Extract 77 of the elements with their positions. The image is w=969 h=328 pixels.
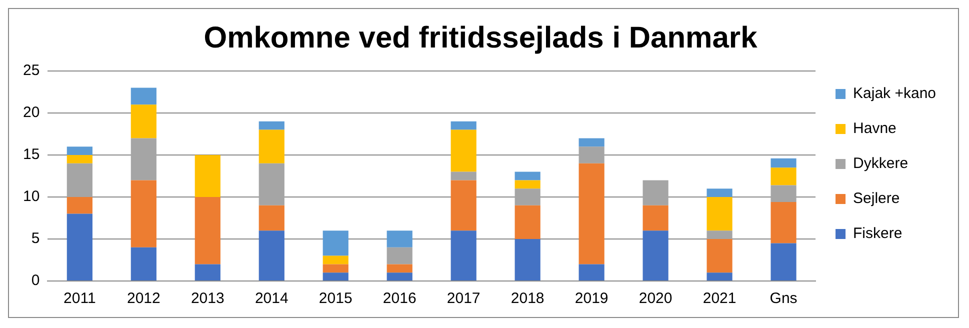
bar — [66, 155, 92, 164]
bar — [706, 230, 732, 239]
legend-label: Dykkere — [853, 155, 908, 172]
x-tick-label: 2014 — [254, 290, 288, 308]
bar — [258, 121, 284, 130]
x-tick-label: 2021 — [702, 290, 736, 308]
bar — [706, 272, 732, 280]
bar — [66, 214, 92, 280]
y-tick-label: 0 — [31, 272, 40, 290]
legend-label: Sejlere — [853, 190, 900, 208]
x-tick-label: 2018 — [510, 290, 544, 308]
chart-title: Omkomne ved fritidssejlads i Danmark — [204, 21, 758, 54]
bar — [66, 163, 92, 197]
bar — [514, 188, 540, 206]
bar — [386, 264, 412, 273]
x-tick-label: 2013 — [190, 290, 224, 308]
bar — [514, 180, 540, 189]
bar — [322, 256, 348, 264]
bar — [194, 155, 220, 197]
bar — [130, 88, 156, 105]
x-tick-label: 2020 — [638, 290, 672, 308]
y-tick-label: 10 — [22, 188, 40, 206]
bar — [258, 130, 284, 164]
bar — [322, 272, 348, 280]
bar — [450, 180, 476, 231]
bar — [514, 172, 540, 180]
x-tick-label: 2019 — [574, 290, 608, 308]
bar — [130, 104, 156, 138]
bar — [706, 197, 732, 231]
bar — [770, 168, 796, 186]
bar — [322, 230, 348, 256]
bar — [386, 272, 412, 280]
bar — [258, 205, 284, 231]
bar — [194, 264, 220, 280]
bar — [194, 197, 220, 264]
bar — [770, 185, 796, 202]
bar — [578, 264, 604, 280]
bar — [450, 130, 476, 172]
y-tick-label: 5 — [31, 230, 40, 248]
bar — [66, 146, 92, 155]
x-tick-label: Gns — [770, 290, 798, 308]
x-tick-label: 2017 — [446, 290, 480, 308]
bar — [258, 230, 284, 280]
x-tick-label: 2015 — [318, 290, 352, 308]
bar — [642, 230, 668, 280]
x-tick-label: 2012 — [126, 290, 160, 308]
bar — [130, 247, 156, 280]
bar — [386, 247, 412, 264]
legend-label: Kajak +kano — [853, 85, 936, 102]
x-tick-label: 2011 — [64, 290, 96, 308]
bar — [130, 180, 156, 248]
bar — [706, 239, 732, 273]
x-tick-label: 2016 — [382, 290, 416, 308]
bar — [386, 230, 412, 248]
bar — [322, 264, 348, 273]
y-tick-label: 25 — [22, 62, 40, 80]
bar — [450, 230, 476, 280]
bar — [770, 243, 796, 280]
bar — [130, 138, 156, 180]
y-tick-label: 20 — [22, 104, 40, 122]
bar — [450, 172, 476, 180]
y-tick-label: 15 — [22, 146, 40, 164]
bar — [578, 138, 604, 147]
bar — [642, 205, 668, 231]
bar — [770, 202, 796, 244]
bar — [578, 163, 604, 264]
legend-label: Havne — [853, 120, 896, 138]
bar — [578, 146, 604, 164]
bar — [706, 188, 732, 197]
bar — [450, 121, 476, 130]
bar — [770, 158, 796, 168]
legend-label: Fiskere — [853, 225, 902, 242]
bar — [514, 205, 540, 239]
bar — [642, 180, 668, 206]
bar — [514, 239, 540, 280]
bar — [258, 163, 284, 206]
bar — [66, 197, 92, 214]
